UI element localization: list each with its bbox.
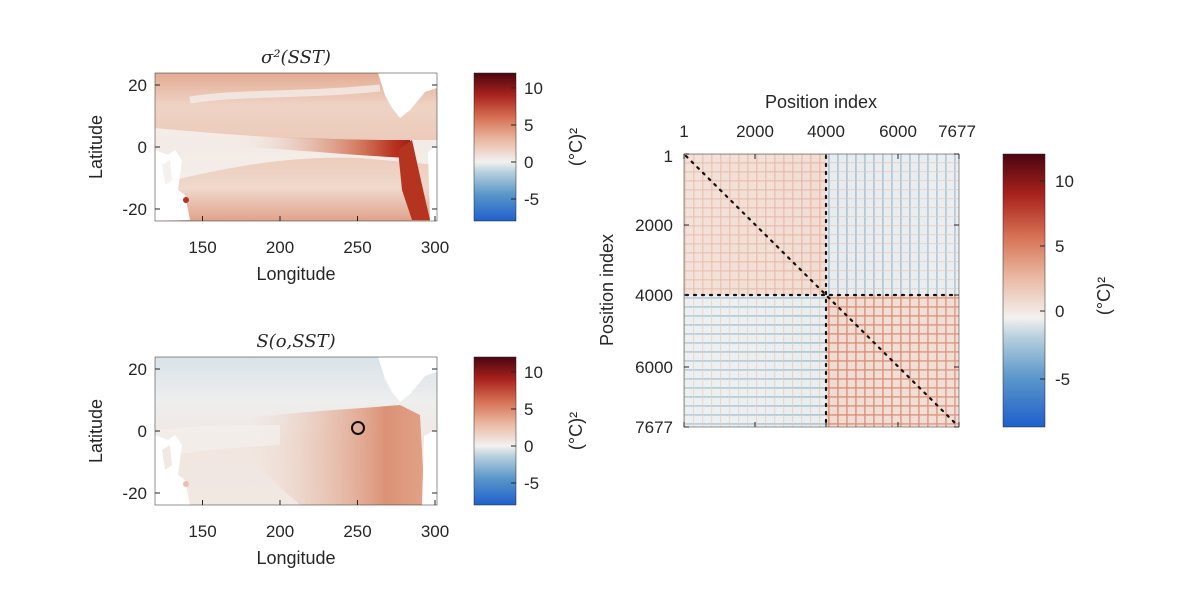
bottom-map-y-ticks: 20 0 -20 — [122, 360, 437, 503]
top-map-ylabel: Latitude — [86, 115, 106, 179]
matrix-ytick: 2000 — [635, 216, 673, 235]
bottom-map-title: S(o,SST) — [256, 331, 335, 352]
matrix-top-xlabel: Position index — [765, 92, 877, 112]
bottom-map-field — [155, 357, 437, 505]
matrix-xtick: 6000 — [879, 122, 917, 141]
top-colorbar-tick: 0 — [524, 153, 533, 172]
matrix-ytick: 1 — [664, 147, 673, 166]
top-map-x-ticks: 150 200 250 300 — [188, 216, 449, 257]
matrix-diagonal-line — [684, 154, 959, 427]
matrix-colorbar-label: (°C)² — [1094, 277, 1114, 315]
matrix-xtick: 2000 — [736, 122, 774, 141]
covariance-matrix-panel: Position index 1 2000 4000 — [597, 92, 976, 437]
bottom-map-xtick: 200 — [266, 522, 294, 541]
bottom-colorbar-tick: 5 — [524, 400, 533, 419]
top-map-panel: σ²(SST) 150 200 250 300 — [86, 47, 449, 284]
top-map-xtick: 250 — [343, 238, 371, 257]
top-colorbar-tick: 10 — [524, 79, 543, 98]
matrix-x-ticks: 1 2000 4000 6000 7677 — [679, 122, 976, 427]
matrix-ytick: 7677 — [635, 418, 673, 437]
bottom-map-panel: S(o,SST) 150 200 250 300 — [86, 331, 449, 568]
bottom-colorbar-label: (°C)² — [566, 412, 586, 450]
matrix-colorbar-tick: 5 — [1055, 237, 1064, 256]
matrix-colorbar-tick: -5 — [1055, 370, 1070, 389]
bottom-colorbar-tick: -5 — [524, 474, 539, 493]
top-map-xtick: 200 — [266, 238, 294, 257]
bottom-map-x-ticks: 150 200 250 300 — [188, 500, 449, 541]
bottom-map-ytick: -20 — [122, 484, 147, 503]
matrix-xtick: 1 — [679, 122, 688, 141]
bottom-colorbar: 10 5 0 -5 (°C)² — [473, 356, 586, 506]
matrix-xtick: 4000 — [807, 122, 845, 141]
bottom-colorbar-tick: 0 — [524, 437, 533, 456]
matrix-ytick: 4000 — [635, 286, 673, 305]
matrix-ylabel: Position index — [597, 234, 617, 346]
bottom-map-ytick: 20 — [128, 360, 147, 379]
top-map-ytick: 20 — [128, 76, 147, 95]
top-colorbar-tick: 5 — [524, 116, 533, 135]
top-map-xlabel: Longitude — [256, 264, 335, 284]
bottom-colorbar-tick: 10 — [524, 363, 543, 382]
top-map-xtick: 300 — [421, 238, 449, 257]
matrix-colorbar-tick: 0 — [1055, 302, 1064, 321]
top-colorbar-tick: -5 — [524, 190, 539, 209]
matrix-y-ticks: 1 2000 4000 6000 7677 — [635, 147, 959, 437]
top-map-ytick: -20 — [122, 200, 147, 219]
top-map-title: σ²(SST) — [261, 47, 331, 68]
bottom-map-xtick: 300 — [421, 522, 449, 541]
top-map-ytick: 0 — [138, 138, 147, 157]
top-map-field — [155, 73, 437, 221]
matrix-ytick: 6000 — [635, 358, 673, 377]
top-map-xtick: 150 — [188, 238, 216, 257]
top-colorbar: 10 5 0 -5 (°C)² — [473, 72, 586, 222]
matrix-colorbar: 10 5 0 -5 (°C)² — [1002, 153, 1114, 428]
reference-point-marker — [351, 421, 365, 435]
bottom-map-xtick: 250 — [343, 522, 371, 541]
top-colorbar-label: (°C)² — [566, 128, 586, 166]
bottom-map-xlabel: Longitude — [256, 548, 335, 568]
matrix-xtick: 7677 — [938, 122, 976, 141]
bottom-map-ylabel: Latitude — [86, 399, 106, 463]
top-map-y-ticks: 20 0 -20 — [122, 76, 437, 219]
bottom-map-ytick: 0 — [138, 422, 147, 441]
bottom-map-xtick: 150 — [188, 522, 216, 541]
matrix-colorbar-tick: 10 — [1055, 172, 1074, 191]
